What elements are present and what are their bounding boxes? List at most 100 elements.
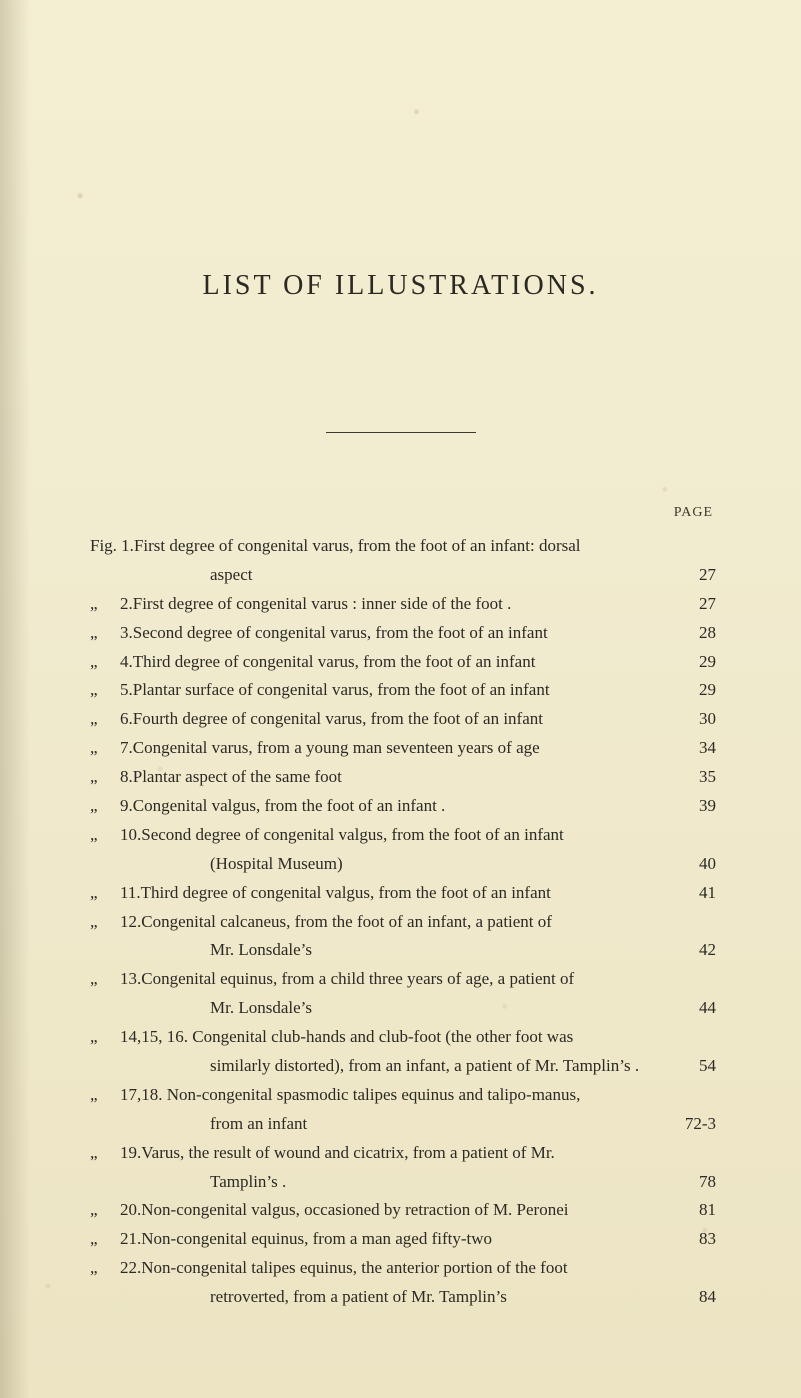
ditto-label: „5. xyxy=(90,676,133,705)
entry-text: Third degree of congenital varus, from t… xyxy=(133,652,536,671)
ditto-label: „3. xyxy=(90,619,133,648)
entry-text: Non-congenital talipes equinus, the ante… xyxy=(141,1258,567,1277)
list-entry: „12. Congenital calcaneus, from the foot… xyxy=(90,908,716,937)
page-column-heading: PAGE xyxy=(674,505,713,521)
list-entry: „14, 15, 16. Congenital club-hands and c… xyxy=(90,1023,716,1052)
page-number: 40 xyxy=(699,850,716,879)
ditto-label: „17, xyxy=(90,1081,141,1110)
divider-rule xyxy=(326,432,476,433)
ditto-label: „22. xyxy=(90,1254,141,1283)
ditto-label: „12. xyxy=(90,908,141,937)
page-number: 41 xyxy=(699,879,716,908)
ditto-label: „11. xyxy=(90,879,141,908)
list-entry: „2. First degree of congenital varus : i… xyxy=(90,590,716,619)
page-number: 81 xyxy=(699,1196,716,1225)
list-entry: „19. Varus, the result of wound and cica… xyxy=(90,1139,716,1168)
list-entry: „17, 18. Non-congenital spasmodic talipe… xyxy=(90,1081,716,1110)
page-number: 28 xyxy=(699,619,716,648)
ditto-label: „8. xyxy=(90,763,133,792)
entry-text: Tamplin’s . xyxy=(210,1172,286,1191)
ditto-label: „2. xyxy=(90,590,133,619)
ditto-label: „21. xyxy=(90,1225,141,1254)
list-entry: „22. Non-congenital talipes equinus, the… xyxy=(90,1254,716,1283)
ditto-mark: „ xyxy=(90,676,120,705)
list-entry: „8. Plantar aspect of the same foot 35 xyxy=(90,763,716,792)
entry-text: from an infant xyxy=(210,1114,307,1133)
entry-text: Mr. Lonsdale’s xyxy=(210,940,312,959)
page-number: 83 xyxy=(699,1225,716,1254)
entry-text: 18. Non-congenital spasmodic talipes equ… xyxy=(141,1085,580,1104)
page-number: 44 xyxy=(699,994,716,1023)
list-entry: „6. Fourth degree of congenital varus, f… xyxy=(90,705,716,734)
ditto-mark: „ xyxy=(90,879,120,908)
list-entry-continuation: Mr. Lonsdale’s44 xyxy=(90,994,716,1023)
page-number: 35 xyxy=(699,763,716,792)
list-entry: „11. Third degree of congenital valgus, … xyxy=(90,879,716,908)
page-number: 29 xyxy=(699,676,716,705)
entry-text: Second degree of congenital varus, from … xyxy=(133,623,548,642)
illustrations-list: Fig. 1. First degree of congenital varus… xyxy=(90,532,716,1312)
entry-text: Congenital calcaneus, from the foot of a… xyxy=(141,912,552,931)
page-number: 42 xyxy=(699,936,716,965)
list-entry: „13. Congenital equinus, from a child th… xyxy=(90,965,716,994)
list-entry: „3. Second degree of congenital varus, f… xyxy=(90,619,716,648)
page-number: 29 xyxy=(699,648,716,677)
list-entry: Fig. 1. First degree of congenital varus… xyxy=(90,532,716,561)
entry-text: Plantar surface of congenital varus, fro… xyxy=(133,680,550,699)
entry-text: Non-congenital valgus, occasioned by ret… xyxy=(141,1200,568,1219)
list-entry: „4. Third degree of congenital varus, fr… xyxy=(90,648,716,677)
ditto-mark: „ xyxy=(90,908,120,937)
entry-text: Congenital varus, from a young man seven… xyxy=(133,738,540,757)
ditto-label: „20. xyxy=(90,1196,141,1225)
list-entry-continuation: similarly distorted), from an infant, a … xyxy=(90,1052,716,1081)
list-entry-continuation: Tamplin’s . 78 xyxy=(90,1168,716,1197)
ditto-mark: „ xyxy=(90,792,120,821)
fig-label: Fig. 1. xyxy=(90,532,134,561)
list-entry: „10. Second degree of congenital valgus,… xyxy=(90,821,716,850)
ditto-label: „19. xyxy=(90,1139,141,1168)
list-entry: „9. Congenital valgus, from the foot of … xyxy=(90,792,716,821)
list-entry: „20. Non-congenital valgus, occasioned b… xyxy=(90,1196,716,1225)
page-number: 39 xyxy=(699,792,716,821)
ditto-mark: „ xyxy=(90,705,120,734)
page-number: 84 xyxy=(699,1283,716,1312)
entry-text: Plantar aspect of the same foot xyxy=(133,767,342,786)
entry-text: similarly distorted), from an infant, a … xyxy=(210,1056,639,1075)
ditto-label: „9. xyxy=(90,792,133,821)
ditto-mark: „ xyxy=(90,1225,120,1254)
ditto-mark: „ xyxy=(90,734,120,763)
binding-shadow xyxy=(0,0,30,1398)
page-number: 78 xyxy=(699,1168,716,1197)
page-number: 27 xyxy=(699,561,716,590)
ditto-mark: „ xyxy=(90,1254,120,1283)
page-number: 72-3 xyxy=(685,1110,716,1139)
entry-text: aspect xyxy=(210,565,252,584)
page-number: 54 xyxy=(699,1052,716,1081)
page-title: LIST OF ILLUSTRATIONS. xyxy=(0,270,801,302)
ditto-mark: „ xyxy=(90,965,120,994)
ditto-label: „13. xyxy=(90,965,141,994)
ditto-mark: „ xyxy=(90,1081,120,1110)
ditto-mark: „ xyxy=(90,648,120,677)
ditto-mark: „ xyxy=(90,1023,120,1052)
list-entry-continuation: aspect 27 xyxy=(90,561,716,590)
entry-text: Fourth degree of congenital varus, from … xyxy=(133,709,543,728)
list-entry: „7. Congenital varus, from a young man s… xyxy=(90,734,716,763)
ditto-mark: „ xyxy=(90,821,120,850)
entry-text: Second degree of congenital valgus, from… xyxy=(141,825,564,844)
ditto-label: „6. xyxy=(90,705,133,734)
ditto-mark: „ xyxy=(90,1139,120,1168)
entry-text: First degree of congenital varus, from t… xyxy=(134,536,581,555)
entry-text: 15, 16. Congenital club-hands and club-f… xyxy=(141,1027,573,1046)
ditto-label: „7. xyxy=(90,734,133,763)
page-number: 30 xyxy=(699,705,716,734)
list-entry-continuation: (Hospital Museum)40 xyxy=(90,850,716,879)
entry-text: First degree of congenital varus : inner… xyxy=(133,594,512,613)
ditto-mark: „ xyxy=(90,1196,120,1225)
list-entry-continuation: from an infant 72-3 xyxy=(90,1110,716,1139)
ditto-label: „4. xyxy=(90,648,133,677)
list-entry: „5. Plantar surface of congenital varus,… xyxy=(90,676,716,705)
scanned-page: LIST OF ILLUSTRATIONS. PAGE Fig. 1. Firs… xyxy=(0,0,801,1398)
entry-text: retroverted, from a patient of Mr. Tampl… xyxy=(210,1287,507,1306)
page-number: 34 xyxy=(699,734,716,763)
